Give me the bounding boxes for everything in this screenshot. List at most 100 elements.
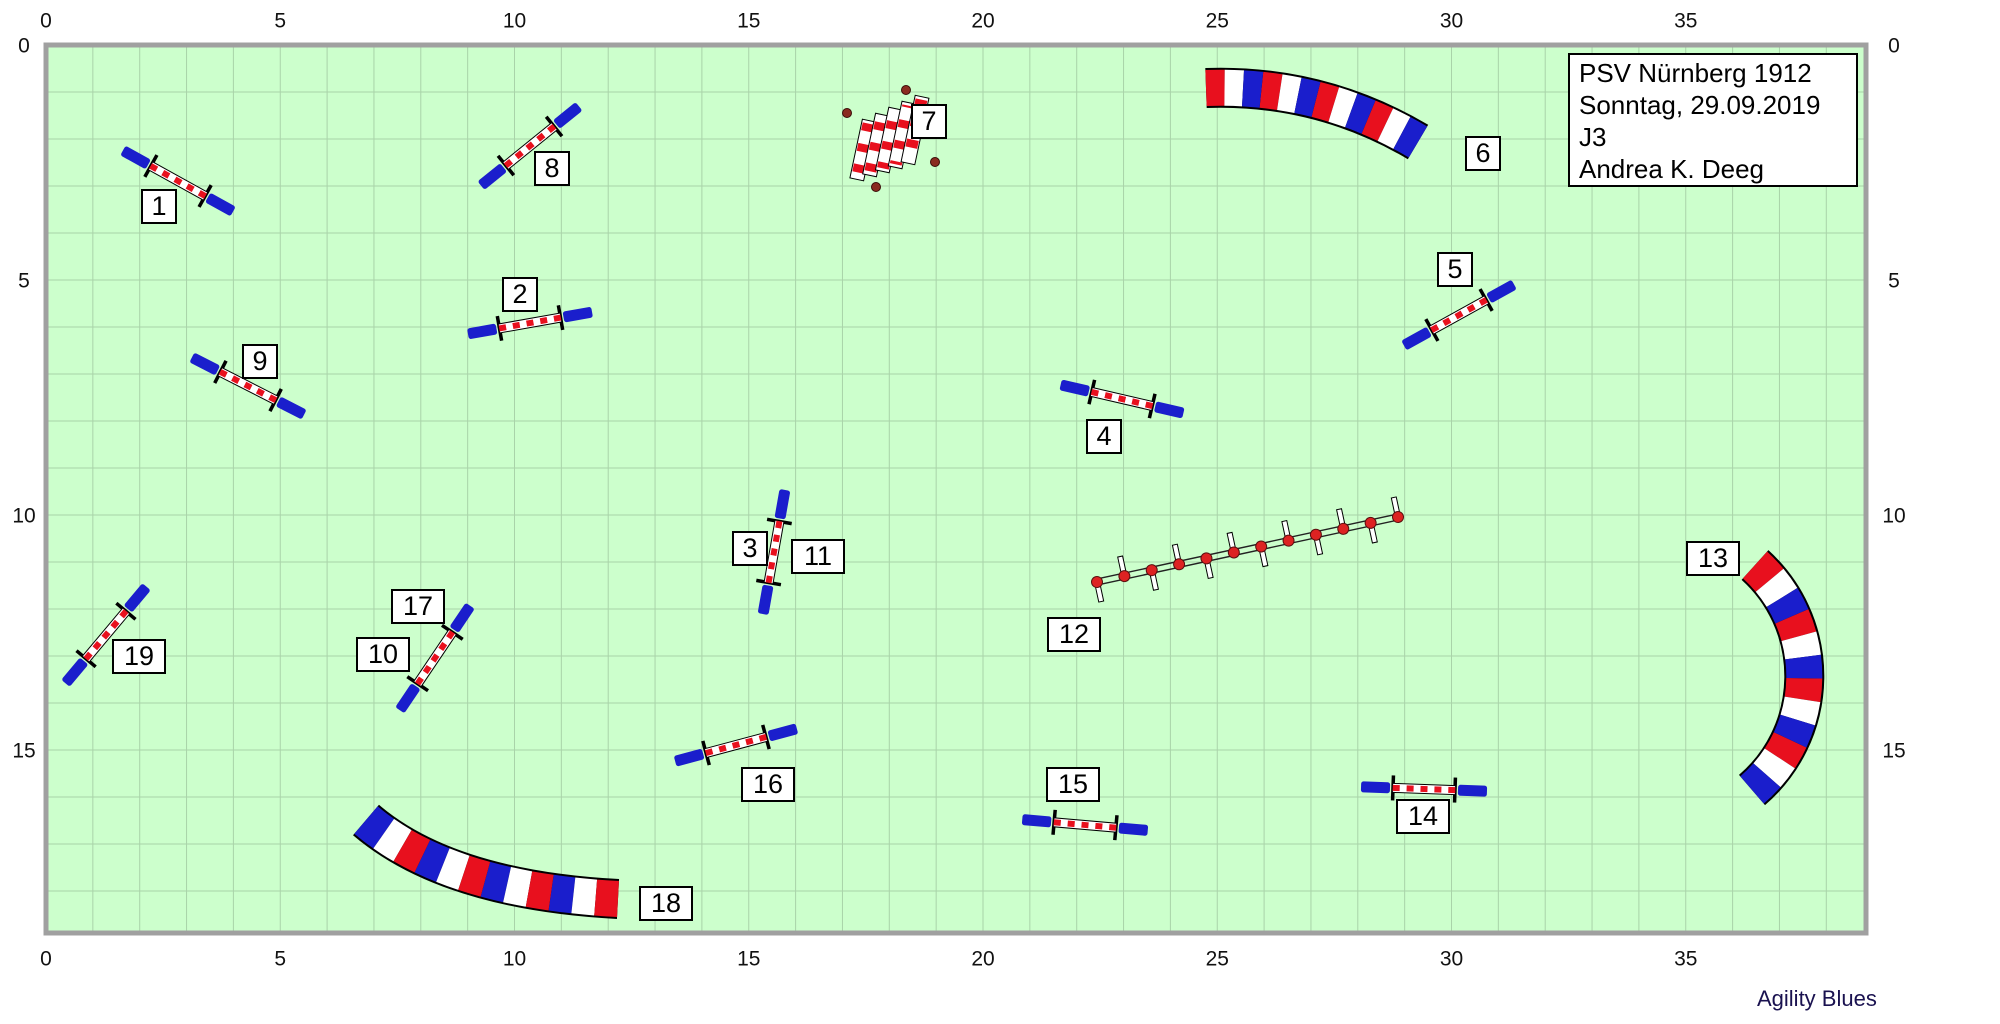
weave-pole (1117, 555, 1131, 583)
obstacle-number-13[interactable]: 13 (1686, 541, 1740, 576)
weave-pole (1390, 496, 1404, 523)
obstacle-number-18[interactable]: 18 (639, 886, 693, 921)
jump-bar-stripes (218, 369, 278, 403)
obstacle-number-8[interactable]: 8 (534, 151, 570, 186)
axis-label-bottom-0: 0 (40, 948, 52, 971)
axis-label-top-10: 10 (503, 10, 526, 33)
obstacle-number-box (502, 277, 538, 312)
obstacle-number-9[interactable]: 9 (242, 344, 278, 379)
obstacle-number-15[interactable]: 15 (1046, 767, 1100, 802)
jump-bar-stripes (704, 734, 768, 756)
obstacle-number-label: 8 (544, 153, 559, 183)
software-credit: Agility Blues (1757, 986, 1877, 1011)
weave-pole (1226, 531, 1240, 559)
axis-label-top-35: 35 (1674, 10, 1697, 33)
jump-obstacle-1[interactable] (117, 140, 239, 223)
jump-wing (1457, 784, 1488, 797)
jump-obstacle-8[interactable] (473, 97, 587, 196)
jump-wing (1402, 327, 1432, 350)
obstacle-number-box (242, 344, 278, 379)
obstacle-number-box (1437, 252, 1473, 287)
tunnel-obstacle-18[interactable] (353, 804, 620, 919)
jump-bar-stripes (1053, 819, 1117, 831)
judge-name: Andrea K. Deeg (1579, 154, 1765, 184)
course-name: J3 (1579, 122, 1607, 152)
jump-bar-stripes (83, 609, 129, 661)
jump-obstacle-2[interactable] (466, 300, 594, 346)
obstacle-number-label: 10 (368, 639, 398, 669)
jump-obstacle-15[interactable] (1021, 807, 1149, 843)
jump-obstacle-5[interactable] (1398, 274, 1520, 357)
weave-pole-top (1227, 546, 1240, 559)
obstacle-number-box (112, 639, 166, 674)
jump-bar-stripes (1392, 784, 1456, 794)
jump-obstacle-19[interactable] (56, 579, 156, 692)
axis-label-right-0: 0 (1888, 35, 1900, 58)
tunnel-segment-color-red (354, 806, 619, 917)
obstacle-number-box (141, 189, 177, 224)
jump-obstacle-10-17[interactable] (389, 599, 480, 717)
weave-pole-top (1091, 576, 1103, 588)
obstacle-number-label: 17 (403, 591, 433, 621)
jump-wing (205, 193, 235, 216)
obstacle-number-box (534, 151, 570, 186)
jump-bar-stripes (1430, 297, 1488, 333)
obstacle-number-box (1465, 136, 1501, 171)
weave-pole-top (1364, 516, 1377, 529)
obstacle-number-box (732, 531, 768, 566)
obstacle-number-label: 16 (753, 769, 783, 799)
obstacle-number-2[interactable]: 2 (502, 277, 538, 312)
obstacle-number-label: 7 (921, 106, 936, 136)
jump-obstacle-16[interactable] (672, 717, 800, 774)
tunnel-segment-color-white (354, 806, 619, 917)
jump-bar-stripes (415, 630, 455, 686)
tunnel-obstacle-13[interactable] (1738, 550, 1825, 806)
weave-poles-obstacle-12[interactable] (1090, 496, 1404, 603)
obstacle-number-17[interactable]: 17 (391, 589, 445, 624)
weave-pole-top (1392, 511, 1404, 523)
axis-label-bottom-5: 5 (274, 948, 286, 971)
obstacle-number-4[interactable]: 4 (1086, 419, 1122, 454)
axis-label-bottom-15: 15 (737, 948, 760, 971)
jump-bar-stripes (498, 314, 562, 332)
obstacle-number-14[interactable]: 14 (1396, 799, 1450, 834)
obstacle-number-16[interactable]: 16 (741, 767, 795, 802)
obstacle-number-5[interactable]: 5 (1437, 252, 1473, 287)
jump-wing (62, 658, 88, 686)
tunnel-obstacle-6[interactable] (1205, 67, 1429, 160)
weave-pole (1336, 508, 1350, 535)
obstacle-number-10[interactable]: 10 (356, 637, 410, 672)
broad-jump-corner-pole (930, 157, 940, 167)
jump-obstacle-3-11[interactable] (751, 488, 797, 616)
jump-wing (396, 684, 420, 713)
club-name: PSV Nürnberg 1912 (1579, 58, 1812, 88)
grid (46, 45, 1866, 933)
obstacle-number-19[interactable]: 19 (112, 639, 166, 674)
obstacle-number-label: 1 (151, 191, 166, 221)
obstacle-number-12[interactable]: 12 (1047, 617, 1101, 652)
course-info-box: PSV Nürnberg 1912 Sonntag, 29.09.2019 J3… (1568, 53, 1858, 187)
jump-wing (467, 323, 498, 339)
tunnel-segment-color-white (1205, 69, 1428, 158)
obstacle-number-7[interactable]: 7 (911, 104, 947, 139)
weave-pole (1200, 552, 1214, 580)
jump-wing (562, 307, 593, 323)
obstacle-number-11[interactable]: 11 (791, 539, 845, 574)
obstacle-number-3[interactable]: 3 (732, 531, 768, 566)
obstacle-number-box (639, 886, 693, 921)
jump-obstacle-9[interactable] (186, 346, 310, 425)
jump-obstacle-14[interactable] (1360, 774, 1488, 803)
jump-obstacle-4[interactable] (1058, 373, 1186, 426)
obstacle-number-6[interactable]: 6 (1465, 136, 1501, 171)
obstacle-number-box (791, 539, 845, 574)
obstacle-number-box (1046, 767, 1100, 802)
obstacle-number-label: 2 (512, 279, 527, 309)
jump-wing (774, 489, 790, 520)
weave-pole (1091, 576, 1105, 603)
obstacle-number-box (356, 637, 410, 672)
obstacle-number-1[interactable]: 1 (141, 189, 177, 224)
